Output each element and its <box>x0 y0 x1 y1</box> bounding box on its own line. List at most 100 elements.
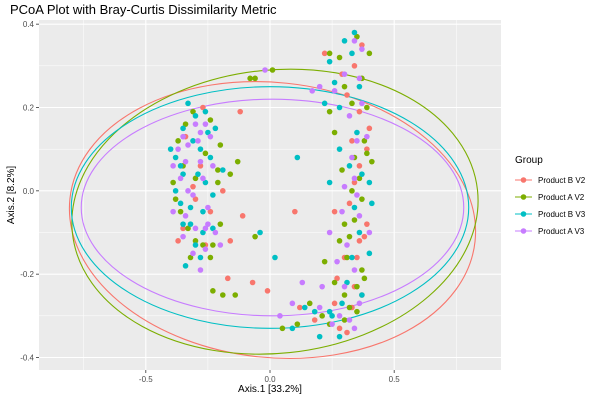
point-product-b-v3 <box>190 138 196 144</box>
point-product-b-v3 <box>172 154 179 161</box>
point-product-a-v3 <box>185 188 191 194</box>
point-product-b-v2 <box>197 163 204 169</box>
point-product-a-v3 <box>192 225 199 232</box>
point-product-a-v2 <box>217 142 224 148</box>
point-product-b-v3 <box>349 254 355 261</box>
point-product-b-v3 <box>366 179 373 186</box>
point-product-a-v2 <box>336 238 343 244</box>
y-axis-label: Axis.2 [8.2%] <box>6 166 17 225</box>
point-product-a-v2 <box>177 208 184 215</box>
legend-title: Group <box>515 155 543 166</box>
point-product-a-v2 <box>341 83 348 90</box>
point-product-a-v2 <box>356 175 363 182</box>
point-product-b-v3 <box>339 300 345 307</box>
point-product-a-v3 <box>207 133 214 140</box>
point-product-a-v3 <box>277 313 283 319</box>
point-product-a-v2 <box>349 188 355 194</box>
point-product-a-v3 <box>170 208 176 215</box>
point-product-a-v2 <box>354 283 360 290</box>
point-product-b-v3 <box>344 279 350 286</box>
point-product-a-v2 <box>349 100 355 107</box>
point-product-a-v2 <box>336 54 343 61</box>
point-product-b-v3 <box>207 154 214 161</box>
point-product-b-v2 <box>321 50 328 57</box>
point-product-b-v2 <box>292 208 298 215</box>
point-product-a-v3 <box>190 250 196 257</box>
point-product-b-v3 <box>356 83 363 90</box>
point-product-b-v3 <box>272 254 278 261</box>
point-product-b-v3 <box>200 229 206 236</box>
legend-items: Product B V2 Product A V2 Product B V3 Prod… <box>515 176 586 236</box>
point-product-a-v2 <box>187 254 194 261</box>
point-product-a-v3 <box>289 300 296 307</box>
chart-title: PCoA Plot with Bray-Curtis Dissimilarity… <box>10 2 277 17</box>
point-product-b-v2 <box>364 221 370 227</box>
point-product-b-v2 <box>249 279 256 286</box>
point-product-a-v2 <box>331 129 338 136</box>
point-product-b-v3 <box>197 146 204 152</box>
point-product-a-v2 <box>247 75 253 82</box>
point-product-a-v3 <box>359 100 365 107</box>
point-product-a-v3 <box>346 113 353 119</box>
y-tick-label: 0.0 <box>23 187 35 196</box>
point-product-b-v3 <box>366 250 373 257</box>
point-product-b-v2 <box>344 92 350 98</box>
point-product-a-v2 <box>207 254 214 261</box>
point-product-a-v3 <box>326 229 333 236</box>
point-product-b-v2 <box>190 183 196 190</box>
point-product-a-v2 <box>341 221 348 227</box>
point-product-a-v3 <box>334 258 340 265</box>
point-product-b-v2 <box>331 300 338 307</box>
point-product-a-v3 <box>180 133 186 140</box>
point-product-a-v2 <box>319 313 325 319</box>
point-product-a-v3 <box>180 233 186 240</box>
point-product-a-v3 <box>182 158 189 165</box>
x-tick-label: 0.0 <box>264 375 276 384</box>
point-product-a-v2 <box>170 179 176 186</box>
point-product-a-v2 <box>252 75 258 82</box>
point-product-a-v2 <box>207 117 214 123</box>
point-product-a-v2 <box>321 258 328 265</box>
point-product-a-v2 <box>339 167 345 173</box>
ellipse-product-b-v3 <box>70 86 470 329</box>
point-product-a-v2 <box>341 292 348 298</box>
point-product-a-v2 <box>351 217 358 223</box>
x-axis-label: Axis.1 [33.2%] <box>238 384 302 395</box>
point-product-b-v2 <box>264 288 271 294</box>
point-product-b-v2 <box>200 104 206 111</box>
point-product-b-v2 <box>351 179 358 186</box>
point-product-b-v3 <box>220 167 226 173</box>
point-product-a-v2 <box>175 138 181 144</box>
point-product-b-v3 <box>197 254 204 261</box>
point-product-b-v2 <box>356 108 363 115</box>
legend-point-product-a-v2 <box>520 194 527 200</box>
point-product-b-v2 <box>331 208 338 215</box>
point-product-a-v3 <box>197 267 204 273</box>
point-product-a-v3 <box>316 83 323 90</box>
point-product-a-v3 <box>351 325 358 332</box>
point-product-b-v3 <box>205 129 211 136</box>
point-product-b-v3 <box>349 50 355 57</box>
point-product-a-v2 <box>182 121 189 127</box>
point-product-b-v3 <box>187 204 194 211</box>
point-product-a-v2 <box>346 304 353 311</box>
point-product-a-v2 <box>366 50 373 57</box>
point-product-b-v3 <box>294 154 301 161</box>
point-product-a-v3 <box>356 300 363 307</box>
point-product-a-v2 <box>294 321 301 327</box>
point-product-b-v2 <box>366 125 373 132</box>
point-product-a-v3 <box>200 175 206 182</box>
point-product-a-v2 <box>369 158 375 165</box>
point-product-b-v3 <box>202 108 209 115</box>
point-product-b-v3 <box>180 125 186 132</box>
x-tick-label: -0.5 <box>139 375 153 384</box>
point-product-b-v2 <box>237 108 243 115</box>
point-product-a-v3 <box>359 46 365 52</box>
point-product-a-v3 <box>356 213 363 219</box>
point-product-b-v3 <box>172 188 179 194</box>
point-product-a-v2 <box>220 292 226 298</box>
point-product-a-v2 <box>192 238 199 244</box>
point-product-a-v3 <box>177 175 184 182</box>
point-product-a-v2 <box>279 325 286 332</box>
point-product-a-v3 <box>349 154 355 161</box>
